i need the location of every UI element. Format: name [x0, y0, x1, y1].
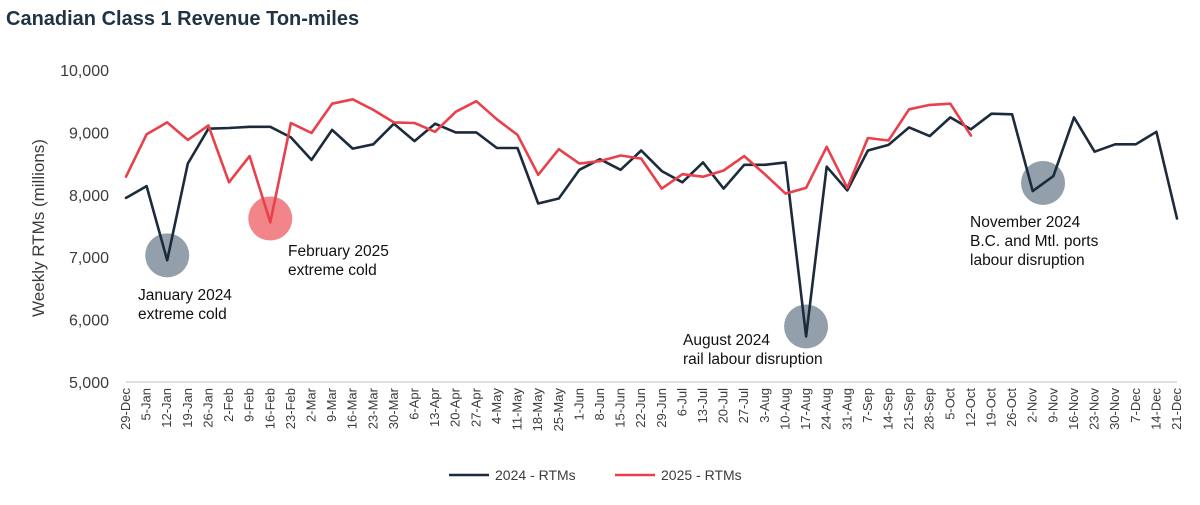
x-tick-label: 16-Nov [1066, 388, 1081, 430]
x-tick-label: 20-Apr [448, 387, 463, 427]
x-axis: 29-Dec 5-Jan 12-Jan 19-Jan 26-Jan 2-Feb 9-Feb 1… [118, 387, 1184, 431]
x-tick-label: 5-Jan [139, 388, 154, 421]
x-tick-label: 29-Dec [118, 388, 133, 430]
x-tick-label: 13-Jul [695, 388, 710, 424]
x-tick-label: 23-Mar [365, 387, 380, 429]
series-line [124, 98, 973, 224]
chart-title: Canadian Class 1 Revenue Ton-miles [6, 8, 359, 30]
x-tick-label: 21-Sep [901, 388, 916, 430]
x-tick-label: 13-Apr [427, 387, 442, 427]
x-tick-label: 12-Jan [159, 388, 174, 428]
y-tick-label: 6,000 [69, 313, 109, 330]
x-tick-label: 23-Nov [1087, 388, 1102, 430]
x-tick-label: 15-Jun [613, 388, 628, 428]
annotation-label: rail labour disruption [683, 351, 823, 368]
x-tick-label: 26-Jan [200, 388, 215, 428]
x-tick-label: 2-Mar [303, 387, 318, 422]
x-tick-label: 7-Dec [1128, 388, 1143, 423]
annotation-markers [145, 160, 1066, 349]
x-tick-label: 14-Sep [880, 388, 895, 430]
x-tick-label: 20-Jul [716, 388, 731, 424]
y-tick-label: 10,000 [60, 63, 109, 80]
x-tick-label: 31-Aug [839, 388, 854, 430]
legend-label: 2024 - RTMs [495, 467, 576, 483]
x-tick-label: 6-Jul [674, 388, 689, 416]
y-tick-label: 5,000 [69, 375, 109, 392]
x-tick-label: 23-Feb [283, 388, 298, 429]
x-tick-label: 29-Jun [654, 388, 669, 428]
x-tick-label: 5-Oct [942, 388, 957, 420]
x-tick-label: 1-Jun [571, 388, 586, 421]
x-tick-label: 19-Jan [180, 388, 195, 428]
x-tick-label: 10-Aug [777, 388, 792, 430]
x-tick-label: 25-May [551, 388, 566, 432]
annotation-label: January 2024 [138, 287, 232, 304]
y-tick-label: 9,000 [69, 125, 109, 142]
x-tick-label: 22-Jun [633, 388, 648, 428]
annotation-label: February 2025 [288, 243, 389, 260]
x-tick-label: 17-Aug [798, 388, 813, 430]
x-tick-label: 8-Jun [592, 388, 607, 421]
x-tick-label: 30-Mar [386, 387, 401, 429]
legend: 2024 - RTMs 2025 - RTMs [449, 467, 742, 483]
y-axis-label: Weekly RTMs (millions) [29, 139, 48, 317]
x-tick-label: 2-Feb [221, 388, 236, 422]
annotation-label: November 2024 [970, 214, 1081, 231]
x-tick-label: 6-Apr [407, 387, 422, 419]
annotation-label: labour disruption [970, 252, 1085, 269]
y-tick-label: 7,000 [69, 250, 109, 267]
annotation-label: B.C. and Mtl. ports [970, 233, 1099, 250]
x-tick-label: 26-Oct [1004, 388, 1019, 427]
x-tick-label: 12-Oct [963, 388, 978, 427]
x-tick-label: 2-Nov [1025, 388, 1040, 423]
x-tick-label: 24-Aug [819, 388, 834, 430]
annotation-label: extreme cold [138, 306, 227, 323]
x-tick-label: 4-May [489, 388, 504, 425]
x-tick-label: 9-Feb [242, 388, 257, 422]
y-tick-label: 8,000 [69, 188, 109, 205]
x-tick-label: 9-Nov [1045, 388, 1060, 423]
x-tick-label: 28-Sep [922, 388, 937, 430]
annotation-label: extreme cold [288, 262, 377, 279]
x-tick-label: 11-May [510, 388, 525, 431]
x-tick-label: 3-Aug [757, 388, 772, 423]
x-tick-label: 7-Sep [860, 388, 875, 423]
x-tick-label: 14-Dec [1148, 388, 1163, 430]
x-tick-label: 30-Nov [1107, 388, 1122, 430]
annotation-label: August 2024 [683, 332, 770, 349]
x-tick-label: 21-Dec [1169, 388, 1184, 430]
x-tick-label: 18-May [530, 388, 545, 432]
series-line [124, 112, 1179, 338]
legend-label: 2025 - RTMs [661, 467, 742, 483]
y-axis: 5,000 6,000 7,000 8,000 9,000 10,000 [60, 63, 109, 392]
x-tick-label: 27-Apr [468, 387, 483, 427]
x-tick-label: 9-Mar [324, 387, 339, 422]
series-lines [124, 98, 1179, 338]
x-tick-label: 27-Jul [736, 388, 751, 424]
x-tick-label: 16-Mar [345, 387, 360, 429]
annotation-labels: January 2024 extreme cold February 2025 ext… [138, 214, 1099, 368]
x-tick-label: 19-Oct [984, 388, 999, 427]
x-tick-label: 16-Feb [262, 388, 277, 429]
